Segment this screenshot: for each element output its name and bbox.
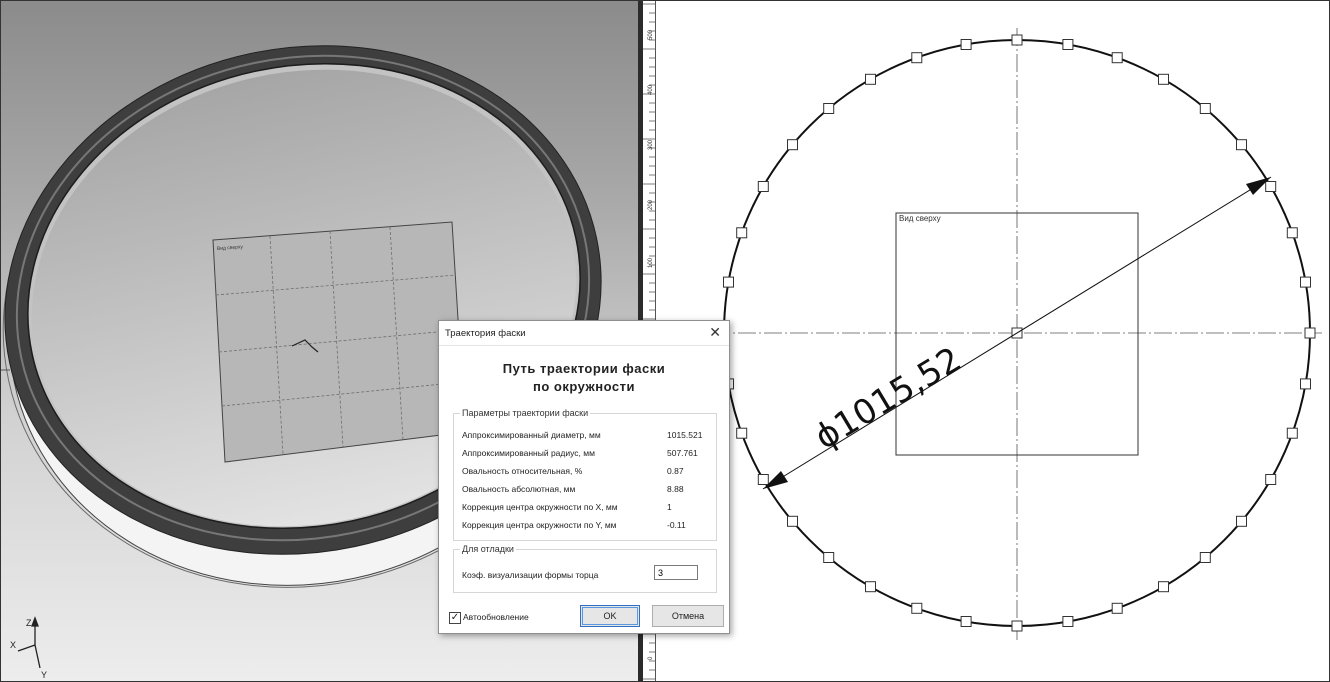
trajectory-point-marker[interactable] (1300, 378, 1311, 390)
trajectory-point-marker[interactable] (787, 139, 798, 151)
trajectory-point-marker[interactable] (787, 515, 798, 527)
trajectory-point-marker[interactable] (1265, 474, 1277, 485)
param-value: 507.761 (667, 448, 698, 458)
trajectory-point-marker[interactable] (1286, 227, 1298, 239)
param-value: 1 (667, 502, 672, 512)
trajectory-point-marker[interactable] (1236, 139, 1247, 151)
trajectory-point-marker[interactable] (723, 276, 734, 288)
dialog-heading-line2: по окружности (533, 379, 635, 394)
axis-x-label: X (10, 640, 16, 650)
trajectory-point-marker[interactable] (823, 103, 835, 114)
trajectory-point-marker[interactable] (1011, 34, 1023, 46)
ruler-label: 400 (648, 84, 654, 95)
ruler-label: 300 (648, 139, 654, 150)
param-label: Аппроксимированный радиус, мм (462, 448, 595, 458)
axis-triad (17, 616, 41, 669)
drawing-view[interactable]: Вид сверху ϕ1015,52 (656, 0, 1330, 682)
debug-group-label: Для отладки (460, 544, 516, 554)
trajectory-point-marker[interactable] (1199, 552, 1211, 563)
trajectory-point-marker[interactable] (823, 552, 835, 563)
dialog-titlebar[interactable]: Траектория фаски ✕ (439, 321, 729, 346)
sheet-label: Вид сверху (217, 244, 244, 252)
param-label: Овальность абсолютная, мм (462, 484, 576, 494)
param-row: Аппроксимированный диаметр, мм 1015.521 (462, 430, 712, 444)
sheet-grid (215, 226, 463, 455)
param-label: Аппроксимированный диаметр, мм (462, 430, 601, 440)
ruler-label: 500 (648, 29, 654, 40)
ring-groove (15, 54, 591, 542)
diameter-dimension-text[interactable]: ϕ1015,52 (808, 339, 968, 457)
top-view-drawing: Вид сверху ϕ1015,52 (712, 28, 1322, 640)
param-row: Аппроксимированный радиус, мм 507.761 (462, 448, 712, 462)
cancel-button[interactable]: Отмена (652, 605, 724, 627)
trajectory-point-marker[interactable] (1158, 73, 1169, 85)
trajectory-point-marker[interactable] (1158, 581, 1169, 593)
trajectory-point-marker[interactable] (1265, 181, 1277, 192)
trajectory-point-marker[interactable] (1300, 276, 1311, 288)
ruler-label: 0 (648, 656, 654, 660)
param-value: 0.87 (667, 466, 684, 476)
param-label: Коррекция центра окружности по Y, мм (462, 520, 617, 530)
dimension-arrow-upper (1246, 177, 1271, 195)
chamfer-trajectory-dialog: Траектория фаски ✕ Путь траектории фаски… (438, 320, 730, 634)
trajectory-point-marker[interactable] (1062, 39, 1074, 50)
trajectory-point-marker[interactable] (865, 73, 876, 85)
trajectory-point-marker[interactable] (1011, 620, 1023, 632)
ruler-label: 100 (648, 257, 654, 268)
visualization-coef-input[interactable] (654, 565, 698, 580)
params-group-label: Параметры траектории фаски (460, 408, 591, 418)
axis-y-label: Y (41, 670, 47, 680)
trajectory-point-marker[interactable] (911, 602, 923, 614)
ruler-label: 200 (648, 199, 654, 210)
trajectory-point-marker[interactable] (757, 474, 769, 485)
trajectory-point-marker[interactable] (1111, 52, 1123, 64)
trajectory-point-marker[interactable] (1111, 602, 1123, 614)
trajectory-point-marker[interactable] (911, 52, 923, 64)
params-group: Параметры траектории фаски Аппроксимиров… (453, 408, 717, 541)
param-row: Овальность относительная, % 0.87 (462, 466, 712, 480)
trajectory-point-marker[interactable] (865, 581, 876, 593)
param-value: 1015.521 (667, 430, 703, 440)
dimension-arrow-lower (763, 471, 788, 489)
trajectory-point-marker[interactable] (960, 39, 972, 50)
dialog-heading: Путь траектории фаски по окружности (439, 360, 729, 396)
view-frame-label: Вид сверху (899, 214, 941, 223)
param-value: 8.88 (667, 484, 684, 494)
trajectory-point-marker[interactable] (1286, 427, 1298, 439)
trajectory-point-marker[interactable] (1236, 515, 1247, 527)
debug-group: Для отладки Коэф. визуализации формы тор… (453, 544, 717, 593)
param-label: Коррекция центра окружности по X, мм (462, 502, 618, 512)
sheet-center-mark (291, 339, 319, 353)
trajectory-point-marker[interactable] (1062, 616, 1074, 627)
debug-field-label: Коэф. визуализации формы торца (462, 570, 599, 580)
diameter-dimension-line (762, 176, 1272, 490)
trajectory-point-marker[interactable] (757, 181, 769, 192)
dialog-heading-line1: Путь траектории фаски (502, 361, 666, 376)
param-row: Коррекция центра окружности по Y, мм -0.… (462, 520, 712, 534)
axis-z-label: Z (26, 618, 32, 628)
view-sheet[interactable] (212, 221, 466, 463)
param-label: Овальность относительная, % (462, 466, 583, 476)
ok-button[interactable]: OK (580, 605, 640, 627)
dialog-title: Траектория фаски (445, 328, 526, 339)
trajectory-point-marker[interactable] (1199, 103, 1211, 114)
param-row: Коррекция центра окружности по X, мм 1 (462, 502, 712, 516)
trajectory-point-marker[interactable] (736, 227, 748, 239)
trajectory-point-marker[interactable] (1304, 327, 1316, 339)
autoupdate-label[interactable]: Автообновление (463, 612, 529, 622)
param-value: -0.11 (667, 520, 686, 530)
trajectory-point-marker[interactable] (736, 427, 748, 439)
autoupdate-checkbox[interactable]: ✓ (449, 612, 461, 624)
trajectory-point-marker[interactable] (960, 616, 972, 627)
param-row: Овальность абсолютная, мм 8.88 (462, 484, 712, 498)
view-frame[interactable] (895, 212, 1139, 456)
close-icon[interactable]: ✕ (709, 324, 721, 340)
